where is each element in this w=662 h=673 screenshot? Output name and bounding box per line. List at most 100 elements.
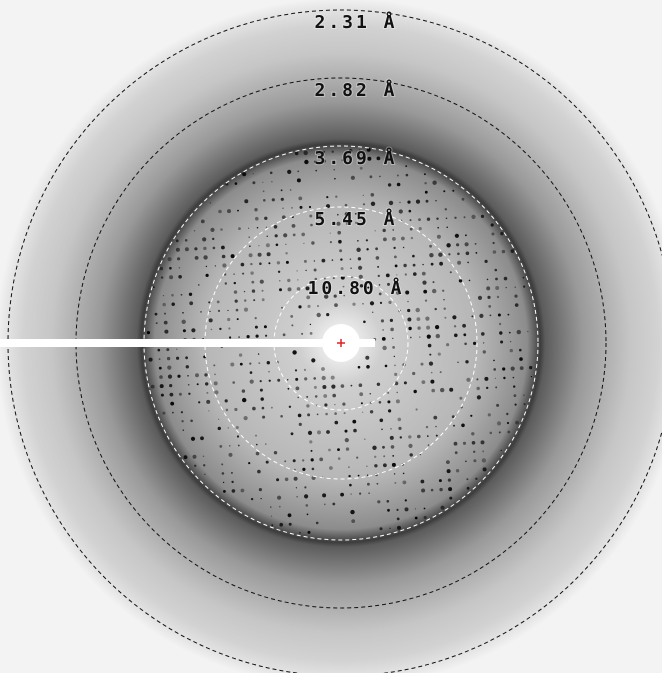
spot [389, 201, 393, 205]
spot [382, 346, 386, 350]
spot [279, 280, 280, 281]
spot [509, 332, 511, 334]
spot [465, 461, 467, 463]
spot [493, 368, 496, 371]
spot [272, 198, 275, 201]
spot [424, 516, 427, 519]
spot [510, 349, 513, 352]
spot [206, 266, 207, 267]
spot [285, 478, 289, 482]
spot [252, 181, 255, 184]
spot [388, 183, 391, 186]
spot [277, 261, 280, 264]
spot [242, 398, 246, 402]
spot [380, 527, 383, 530]
spot [223, 482, 224, 483]
spot [258, 253, 262, 257]
spot [304, 486, 306, 488]
spot [490, 315, 492, 317]
spot [275, 234, 278, 237]
spot [179, 393, 182, 396]
spot [459, 279, 462, 282]
spot [392, 463, 396, 467]
spot [287, 279, 290, 282]
spot [185, 239, 188, 242]
spot [295, 152, 299, 156]
spot [352, 303, 355, 306]
spot [403, 264, 406, 267]
spot [366, 239, 368, 241]
spot [345, 204, 348, 207]
spot [419, 336, 420, 337]
spot [302, 468, 305, 471]
spot [407, 309, 410, 312]
spot [298, 305, 301, 308]
spot [179, 267, 181, 269]
spot [493, 242, 495, 244]
spot [260, 280, 264, 284]
spot [383, 463, 387, 467]
spot [285, 252, 287, 254]
spot [195, 256, 199, 260]
spot [226, 409, 229, 412]
spot [506, 287, 507, 288]
spot [244, 299, 246, 301]
spot [419, 227, 422, 230]
spot [214, 374, 216, 376]
spot [194, 465, 196, 467]
spot [298, 414, 302, 418]
spot [454, 442, 458, 446]
spot [383, 455, 385, 457]
spot [231, 472, 233, 474]
spot [158, 349, 161, 352]
spot [288, 388, 290, 390]
spot [153, 286, 155, 288]
spot [435, 200, 436, 201]
spot [223, 490, 226, 493]
spot [184, 455, 188, 459]
spot [235, 182, 238, 185]
spot [308, 431, 312, 435]
spot [476, 252, 478, 254]
spot [436, 218, 438, 220]
spot [440, 388, 444, 392]
spot [495, 269, 498, 272]
spot [307, 413, 310, 416]
spot [392, 455, 394, 457]
spot [292, 224, 296, 228]
spot [200, 311, 201, 312]
spot [403, 247, 404, 248]
spot [467, 262, 469, 264]
spot [441, 506, 445, 510]
spot [268, 262, 270, 264]
spot [449, 388, 453, 392]
spot [251, 281, 254, 284]
spot [210, 202, 211, 203]
spot [363, 203, 365, 205]
spot [163, 303, 166, 306]
spot [398, 427, 401, 430]
spot [189, 301, 193, 305]
spot [408, 327, 411, 330]
spot [463, 333, 466, 336]
spot [288, 287, 292, 291]
spot [500, 341, 503, 344]
spot [371, 193, 375, 197]
spot [341, 267, 344, 270]
spot [462, 324, 466, 328]
spot [159, 358, 161, 360]
spot [455, 234, 459, 238]
ring-label: 3.69 Å [314, 146, 397, 169]
spot [368, 492, 370, 494]
spot [337, 448, 340, 451]
spot [433, 281, 435, 283]
spot [421, 363, 424, 366]
spot [263, 199, 266, 202]
spot [330, 233, 331, 234]
spot [299, 423, 302, 426]
spot [249, 363, 251, 365]
spot [389, 528, 391, 530]
ring-label: 2.31 Å [314, 10, 397, 33]
spot [495, 278, 498, 281]
spot [366, 248, 368, 250]
